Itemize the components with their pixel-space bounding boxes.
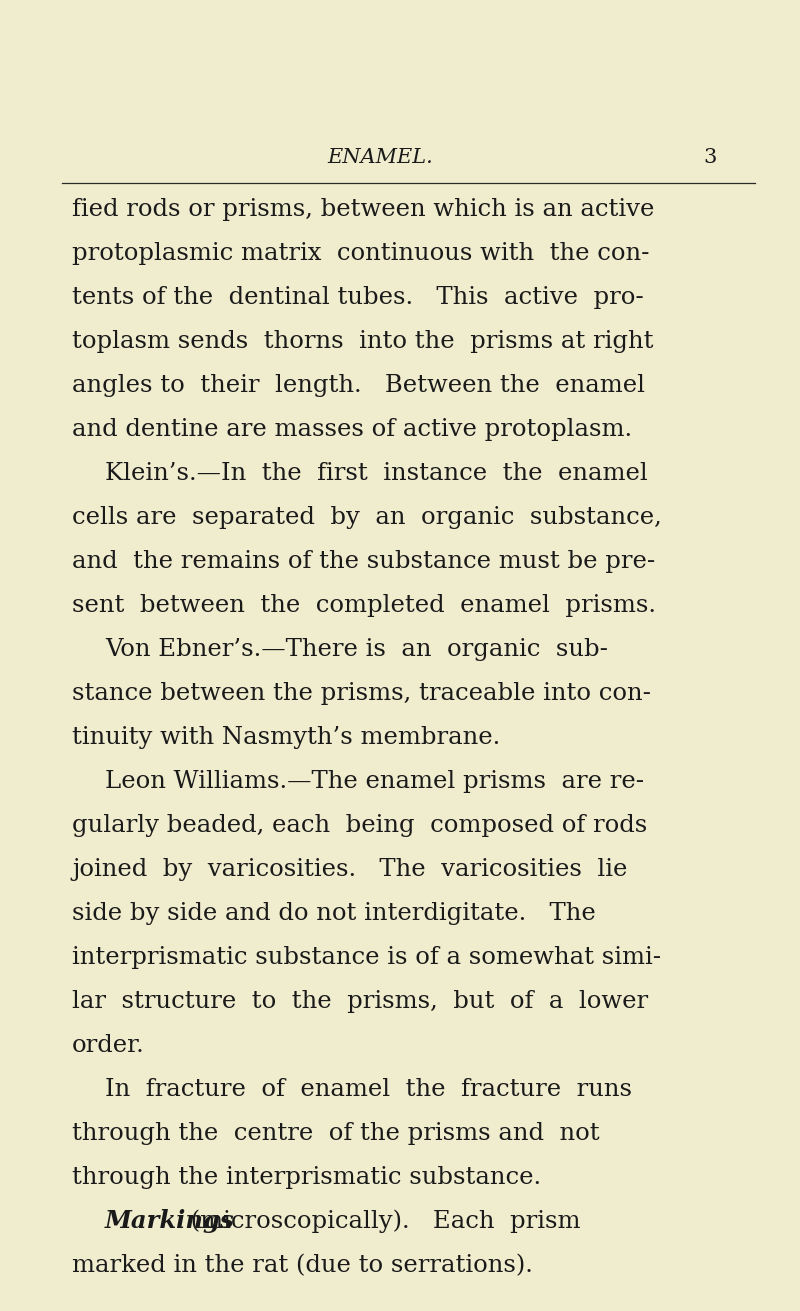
- Text: and  the remains of the substance must be pre-: and the remains of the substance must be…: [72, 551, 655, 573]
- Text: sent  between  the  completed  enamel  prisms.: sent between the completed enamel prisms…: [72, 594, 656, 617]
- Text: Von Ebner’s.—There is  an  organic  sub-: Von Ebner’s.—There is an organic sub-: [105, 638, 608, 661]
- Text: tents of the  dentinal tubes.   This  active  pro-: tents of the dentinal tubes. This active…: [72, 286, 644, 309]
- Text: interprismatic substance is of a somewhat simi-: interprismatic substance is of a somewha…: [72, 947, 661, 969]
- Text: lar  structure  to  the  prisms,  but  of  a  lower: lar structure to the prisms, but of a lo…: [72, 990, 648, 1013]
- Text: order.: order.: [72, 1034, 145, 1057]
- Text: Leon Williams.—The enamel prisms  are re-: Leon Williams.—The enamel prisms are re-: [105, 770, 644, 793]
- Text: toplasm sends  thorns  into the  prisms at right: toplasm sends thorns into the prisms at …: [72, 330, 654, 353]
- Text: through the interprismatic substance.: through the interprismatic substance.: [72, 1165, 541, 1189]
- Text: protoplasmic matrix  continuous with  the con-: protoplasmic matrix continuous with the …: [72, 243, 650, 265]
- Text: stance between the prisms, traceable into con-: stance between the prisms, traceable int…: [72, 682, 651, 705]
- Text: ENAMEL.: ENAMEL.: [327, 148, 433, 166]
- Text: side by side and do not interdigitate.   The: side by side and do not interdigitate. T…: [72, 902, 596, 926]
- Text: (microscopically).   Each  prism: (microscopically). Each prism: [183, 1210, 581, 1234]
- Text: cells are  separated  by  an  organic  substance,: cells are separated by an organic substa…: [72, 506, 662, 530]
- Text: 3: 3: [703, 148, 717, 166]
- Text: gularly beaded, each  being  composed of rods: gularly beaded, each being composed of r…: [72, 814, 647, 836]
- Text: marked in the rat (due to serrations).: marked in the rat (due to serrations).: [72, 1255, 533, 1277]
- Text: through the  centre  of the prisms and  not: through the centre of the prisms and not: [72, 1122, 600, 1145]
- Text: and dentine are masses of active protoplasm.: and dentine are masses of active protopl…: [72, 418, 632, 440]
- Text: angles to  their  length.   Between the  enamel: angles to their length. Between the enam…: [72, 374, 645, 397]
- Text: fied rods or prisms, between which is an active: fied rods or prisms, between which is an…: [72, 198, 654, 222]
- Text: tinuity with Nasmyth’s membrane.: tinuity with Nasmyth’s membrane.: [72, 726, 500, 749]
- Text: Klein’s.—In  the  first  instance  the  enamel: Klein’s.—In the first instance the ename…: [105, 461, 648, 485]
- Text: Markings: Markings: [105, 1209, 234, 1234]
- Text: joined  by  varicosities.   The  varicosities  lie: joined by varicosities. The varicosities…: [72, 857, 627, 881]
- Text: In  fracture  of  enamel  the  fracture  runs: In fracture of enamel the fracture runs: [105, 1078, 632, 1101]
